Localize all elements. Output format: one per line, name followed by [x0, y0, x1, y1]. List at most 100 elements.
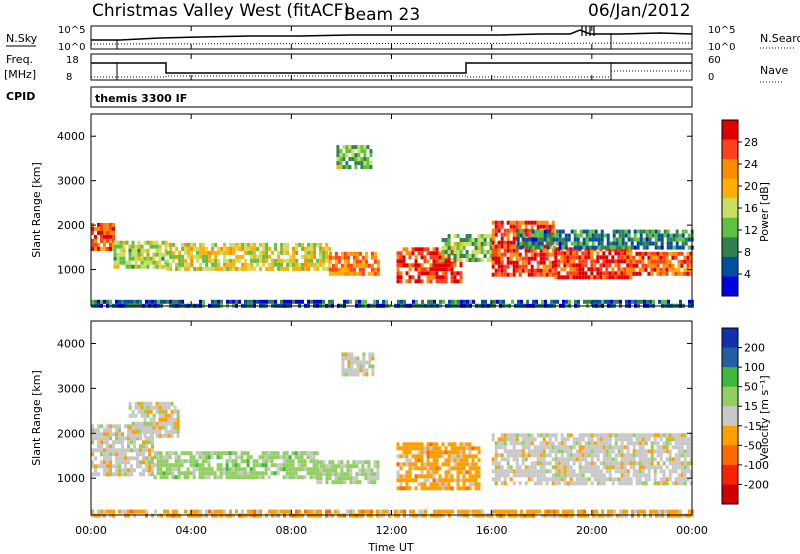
- velocity-cell: [163, 509, 166, 514]
- velocity-cell: [405, 442, 409, 447]
- power-cell: [683, 271, 687, 276]
- power-cell: [402, 259, 406, 264]
- velocity-cell: [677, 437, 681, 442]
- power-cell: [674, 271, 678, 276]
- velocity-cell: [653, 481, 657, 486]
- power-cell: [515, 252, 519, 257]
- velocity-cell: [545, 445, 549, 450]
- power-cell: [181, 246, 185, 251]
- velocity-cell: [142, 456, 145, 461]
- velocity-cell: [361, 460, 365, 465]
- velocity-cell: [497, 465, 501, 470]
- velocity-region: [153, 451, 319, 480]
- power-cell: [363, 157, 367, 162]
- power-cell: [454, 299, 457, 304]
- velocity-cell: [158, 401, 162, 406]
- power-cell: [426, 259, 430, 264]
- power-cell: [217, 250, 221, 255]
- velocity-cell: [587, 437, 591, 442]
- power-cell: [265, 254, 269, 259]
- velocity-cell: [544, 509, 547, 514]
- velocity-cell: [539, 469, 543, 474]
- power-cell: [617, 275, 621, 280]
- power-cell: [615, 237, 619, 242]
- velocity-cell: [563, 457, 567, 462]
- power-cell: [651, 229, 655, 234]
- power-cell: [146, 264, 150, 269]
- power-cell: [542, 260, 546, 265]
- power-cell: [572, 259, 576, 264]
- velocity-cell: [444, 482, 448, 487]
- velocity-cell: [569, 433, 573, 438]
- velocity-cell: [166, 509, 169, 514]
- power-cell: [280, 262, 284, 267]
- velocity-cell: [128, 429, 132, 434]
- velocity-cell: [331, 460, 335, 465]
- velocity-cell: [261, 459, 265, 464]
- power-cell: [325, 246, 329, 251]
- power-cell: [268, 246, 272, 251]
- velocity-cell: [445, 509, 448, 514]
- velocity-cell: [143, 405, 147, 410]
- power-cell: [411, 251, 415, 256]
- power-cell: [512, 272, 516, 277]
- velocity-cell: [550, 509, 553, 514]
- velocity-cell: [420, 454, 424, 459]
- power-cell: [292, 266, 296, 271]
- power-cell: [164, 244, 168, 249]
- velocity-cell: [500, 465, 504, 470]
- velocity-cell: [659, 477, 663, 482]
- velocity-cell: [177, 475, 181, 480]
- velocity-cell: [234, 467, 238, 472]
- power-cell: [354, 165, 358, 170]
- velocity-cell: [180, 451, 184, 456]
- velocity-cell: [346, 468, 350, 473]
- velocity-cell: [139, 464, 142, 469]
- velocity-cell: [100, 448, 103, 453]
- power-cell: [645, 233, 649, 238]
- power-cell: [143, 260, 147, 265]
- power-cell: [689, 263, 693, 268]
- velocity-cell: [364, 476, 368, 481]
- velocity-cell: [306, 455, 310, 460]
- velocity-cell: [524, 453, 528, 458]
- velocity-cell: [282, 451, 286, 456]
- velocity-cell: [509, 441, 513, 446]
- power-cell: [477, 258, 481, 262]
- power-cell: [683, 267, 687, 272]
- velocity-cell: [641, 441, 645, 446]
- velocity-cell: [653, 473, 657, 478]
- velocity-cell: [347, 372, 351, 377]
- power-cell: [632, 263, 636, 268]
- power-cell: [611, 271, 615, 276]
- power-cell: [289, 299, 292, 304]
- velocity-cell: [173, 405, 177, 410]
- velocity-cell: [347, 352, 351, 357]
- power-cell: [641, 267, 645, 272]
- velocity-cell: [252, 475, 256, 480]
- power-cell: [343, 263, 347, 268]
- velocity-cell: [103, 464, 106, 469]
- velocity-cell: [447, 454, 451, 459]
- power-cell: [453, 258, 457, 262]
- power-cell: [357, 153, 361, 158]
- velocity-cell: [396, 462, 400, 467]
- velocity-cell: [247, 509, 250, 514]
- velocity-cell: [548, 453, 552, 458]
- velocity-cell: [530, 469, 534, 474]
- velocity-cell: [491, 433, 495, 438]
- power-cell: [493, 299, 496, 304]
- power-cell: [585, 245, 589, 250]
- power-cell: [515, 224, 519, 229]
- power-cell: [563, 251, 567, 256]
- power-cell: [94, 246, 97, 251]
- power-cell: [569, 275, 573, 280]
- power-cell: [474, 242, 478, 246]
- power-cell: [545, 252, 549, 257]
- velocity-cell: [551, 465, 555, 470]
- power-cell: [628, 299, 631, 304]
- power-cell: [466, 299, 469, 304]
- velocity-cell: [231, 463, 235, 468]
- velocity-cell: [97, 448, 100, 453]
